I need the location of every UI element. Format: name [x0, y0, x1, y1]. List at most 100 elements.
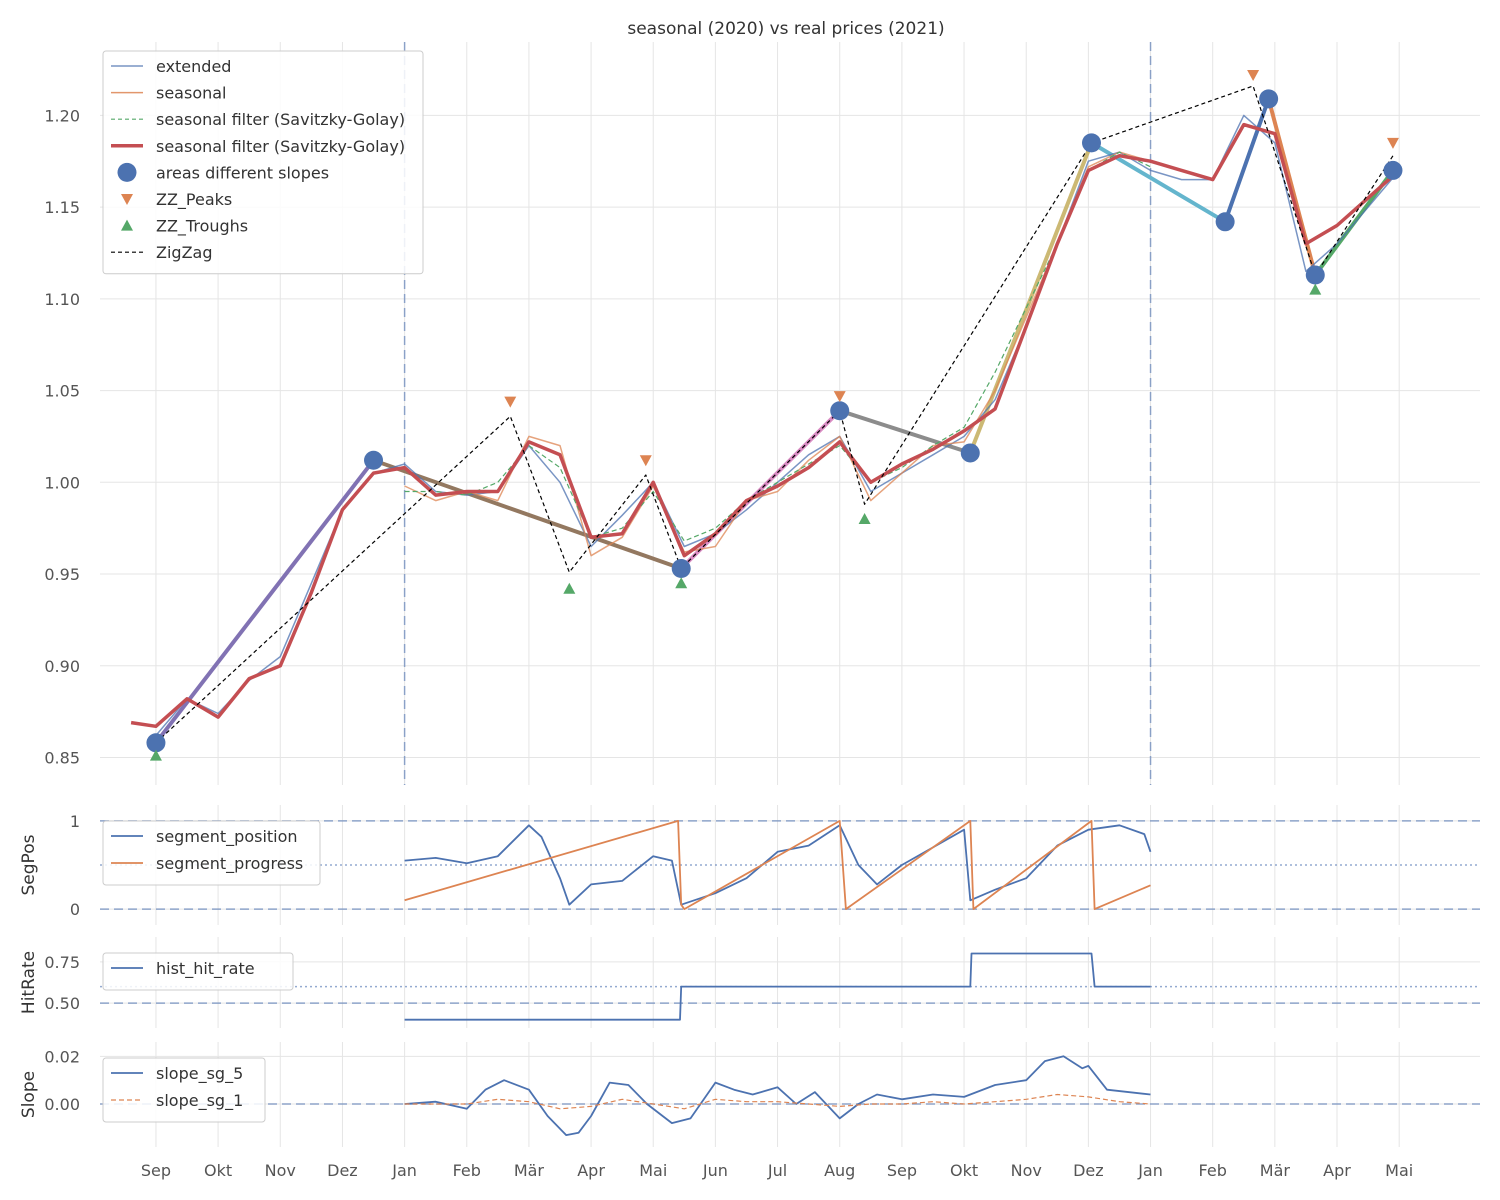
slope-area-point [1305, 265, 1325, 285]
y-tick-label: 1 [70, 812, 80, 831]
x-tick-label: Jun [702, 1161, 728, 1180]
x-tick-label: Sep [887, 1161, 917, 1180]
slope-area-point [960, 443, 980, 463]
y-tick-label: 1.00 [44, 473, 80, 492]
plot-area-slope [404, 1055, 1151, 1136]
y-axis-label: Slope [19, 1071, 39, 1118]
y-tick-label: 1.10 [44, 290, 80, 309]
legend-main: extended seasonal seasonal filter (Savitzk… [102, 50, 424, 275]
x-tick-label: Dez [1073, 1161, 1104, 1180]
slope-area-point [1259, 89, 1279, 109]
zz-peak-marker [1386, 137, 1399, 149]
slope-area-point [830, 401, 850, 421]
y-axis-label: HitRate [19, 951, 39, 1014]
legend-frame [102, 50, 424, 275]
x-tick-label: Jan [1137, 1161, 1163, 1180]
y-tick-label: 1.15 [44, 198, 80, 217]
x-tick-label: Apr [577, 1161, 605, 1180]
legend-label: extended [156, 57, 231, 76]
legend-label: seasonal [156, 84, 227, 103]
x-tick-label: Jan [391, 1161, 417, 1180]
legend-handle [121, 194, 133, 205]
x-tick-label: Aug [824, 1161, 855, 1180]
legend-handle [117, 162, 137, 182]
axes-hitrate: 0.50 0.75 HitRate hist_hit_rate [19, 937, 1480, 1028]
zz-trough-marker [675, 577, 688, 589]
x-tick-label: Dez [327, 1161, 358, 1180]
legend-label: ZigZag [156, 243, 212, 262]
slope-area-point [364, 450, 384, 470]
y-tick-label: 0.85 [44, 748, 80, 767]
series-line-seasonal-filter-savitzky-golay- [130, 122, 1401, 729]
legend-label: seasonal filter (Savitzky-Golay) [156, 137, 405, 156]
legend-label: hist_hit_rate [156, 959, 255, 979]
slope-area-point [146, 733, 166, 753]
legend-frame [102, 820, 321, 886]
x-tick-label: Okt [204, 1161, 232, 1180]
legend-label: segment_position [156, 827, 298, 847]
plot-area-hitrate [404, 952, 1151, 1021]
y-tick-label: 1.20 [44, 106, 80, 125]
series-line-slope-sg-5 [404, 1055, 1151, 1136]
x-tick-label: Apr [1323, 1161, 1351, 1180]
zz-peak-marker [504, 396, 517, 408]
plot-area-main [130, 85, 1401, 745]
slope-area-point [1215, 212, 1235, 232]
y-axis-label: SegPos [19, 834, 39, 895]
y-tick-label: 0.90 [44, 657, 80, 676]
zz-trough-marker [1309, 283, 1322, 295]
y-tick-label: 0.75 [44, 953, 80, 972]
series-line-seasonal [404, 151, 1151, 557]
legend-slope: slope_sg_5 slope_sg_1 [102, 1057, 266, 1123]
x-tick-label: Sep [141, 1161, 171, 1180]
legend-label: segment_progress [156, 854, 303, 874]
legend-handle [121, 219, 133, 231]
legend-label: seasonal filter (Savitzky-Golay) [156, 110, 405, 129]
y-tick-label: 0.95 [44, 565, 80, 584]
axes-segpos: 0 1 SegPos segment_position segment_progress [19, 805, 1480, 925]
x-tick-label: Mär [514, 1161, 545, 1180]
x-tick-label: Nov [1011, 1161, 1042, 1180]
legend-frame [102, 1057, 266, 1123]
legend-label: ZZ_Peaks [156, 190, 232, 210]
axes-slope: 0.00 0.02 Slope slope_sg_5 slope_sg_1 [19, 1042, 1480, 1147]
x-tick-label: Nov [265, 1161, 296, 1180]
series-line-seasonal-filter-savitzky-golay- [404, 151, 1151, 542]
y-tick-label: 0.00 [44, 1095, 80, 1114]
x-tick-label: Feb [1199, 1161, 1227, 1180]
slope-segment-line [1223, 96, 1271, 224]
x-tick-label: Mai [639, 1161, 667, 1180]
x-tick-label: Feb [453, 1161, 481, 1180]
legend-label: ZZ_Troughs [156, 217, 248, 237]
x-tick-label: Mai [1385, 1161, 1413, 1180]
slope-segment-line [837, 408, 973, 455]
y-tick-label: 0.02 [44, 1047, 80, 1066]
zz-trough-marker [563, 582, 576, 594]
series-line-segment-progress [404, 820, 1151, 910]
slope-segment-line [371, 458, 684, 571]
series-line-slope-sg-1 [404, 1093, 1151, 1110]
x-tick-label: Okt [950, 1161, 978, 1180]
slope-segment-line [1266, 96, 1318, 277]
y-tick-label: 0 [70, 900, 80, 919]
slope-area-point [1081, 133, 1101, 153]
series-line-hist-hit-rate [404, 952, 1151, 1021]
slope-segment-line [153, 458, 376, 745]
axes-main: 0.85 0.90 0.95 1.00 1.05 1.10 1.15 1.20 seasonal… [44, 19, 1480, 785]
zz-peak-marker [1247, 70, 1260, 82]
zz-trough-marker [858, 512, 871, 524]
x-axis: Sep Okt Nov Dez Jan Feb Mär Apr Mai Jun Jul Aug Sep O… [141, 1161, 1413, 1180]
legend-label: slope_sg_1 [156, 1091, 243, 1111]
legend-label: slope_sg_5 [156, 1064, 243, 1084]
chart-title: seasonal (2020) vs real prices (2021) [627, 19, 944, 39]
x-tick-label: Mär [1260, 1161, 1291, 1180]
plot-area-segpos [404, 820, 1152, 910]
zz-peak-marker [639, 455, 652, 467]
y-tick-label: 1.05 [44, 382, 80, 401]
zz-trough-marker [149, 749, 162, 761]
legend-segpos: segment_position segment_progress [102, 820, 321, 886]
x-tick-label: Jul [767, 1161, 787, 1180]
legend-frame [102, 952, 294, 991]
legend-label: areas different slopes [156, 163, 329, 182]
